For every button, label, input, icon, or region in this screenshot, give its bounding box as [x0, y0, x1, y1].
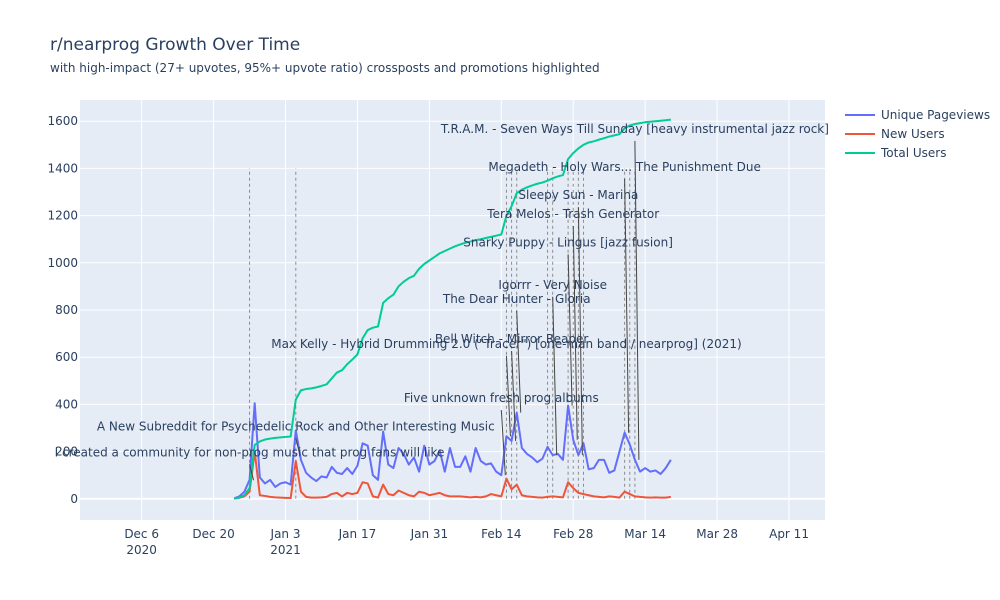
- y-tick-label: 1600: [47, 114, 78, 128]
- legend-label: Total Users: [880, 146, 946, 160]
- annotation-label: Bell Witch - Mirror Reaper: [435, 332, 589, 346]
- x-tick-label: Jan 17: [338, 527, 377, 541]
- y-tick-label: 600: [55, 350, 78, 364]
- x-tick-label: Mar 14: [624, 527, 666, 541]
- legend-label: New Users: [881, 127, 945, 141]
- x-tick-label: Jan 31: [410, 527, 449, 541]
- annotation-label: T.R.A.M. - Seven Ways Till Sunday [heavy…: [440, 122, 829, 136]
- x-tick-year-label: 2020: [126, 543, 157, 557]
- y-tick-label: 400: [55, 397, 78, 411]
- legend-label: Unique Pageviews: [881, 108, 990, 122]
- annotation-label: Megadeth - Holy Wars... The Punishment D…: [488, 160, 760, 174]
- x-tick-label: Dec 6: [124, 527, 159, 541]
- annotation-label: Igorrr - Very Noise: [498, 278, 607, 292]
- annotation-label: The Dear Hunter - Gloria: [442, 292, 591, 306]
- annotation-label: I created a community for non-prog music…: [55, 445, 445, 459]
- x-tick-label: Mar 28: [696, 527, 738, 541]
- annotation-label: Five unknown fresh prog albums: [404, 391, 599, 405]
- x-tick-label: Feb 14: [481, 527, 521, 541]
- chart-subtitle: with high-impact (27+ upvotes, 95%+ upvo…: [50, 61, 600, 75]
- annotation-label: Tera Melos - Trash Generator: [486, 207, 659, 221]
- annotation-label: A New Subreddit for Psychedelic Rock and…: [97, 419, 495, 433]
- chart-title: r/nearprog Growth Over Time: [50, 35, 300, 55]
- y-tick-label: 800: [55, 303, 78, 317]
- x-tick-label: Apr 11: [769, 527, 809, 541]
- x-tick-year-label: 2021: [270, 543, 301, 557]
- y-tick-label: 0: [70, 492, 78, 506]
- y-tick-label: 1000: [47, 256, 78, 270]
- y-tick-label: 1200: [47, 209, 78, 223]
- x-tick-label: Jan 3: [270, 527, 301, 541]
- annotation-label: Snarky Puppy - Lingus [jazz fusion]: [463, 235, 673, 249]
- annotation-label: Sleepy Sun - Marina: [518, 188, 638, 202]
- y-tick-label: 1400: [47, 161, 78, 175]
- x-tick-label: Dec 20: [192, 527, 234, 541]
- y-tick-label: 200: [55, 445, 78, 459]
- x-tick-label: Feb 28: [553, 527, 593, 541]
